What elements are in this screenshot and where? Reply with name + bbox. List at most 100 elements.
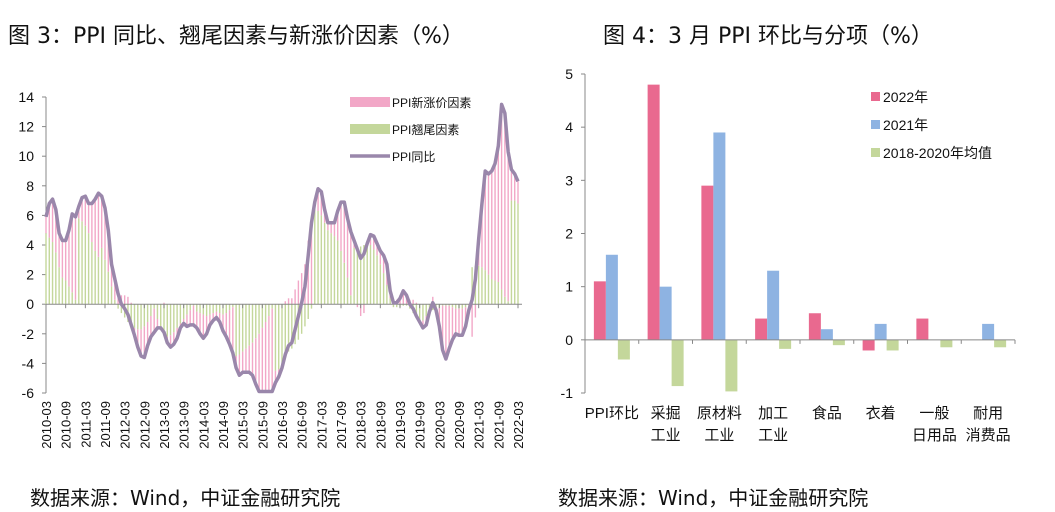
bar-2 — [725, 339, 738, 392]
carryover-bar — [232, 304, 234, 308]
new-factor-bar — [64, 240, 67, 281]
carryover-bar — [373, 249, 375, 305]
y-tick-label: 4 — [26, 237, 34, 253]
new-factor-bar — [333, 222, 336, 237]
carryover-bar — [333, 236, 336, 305]
new-factor-bar — [127, 296, 129, 305]
new-factor-bar — [245, 348, 247, 373]
carryover-bar — [179, 304, 182, 324]
bar-0 — [647, 84, 660, 340]
carryover-bar — [97, 256, 100, 305]
carryover-bar — [258, 304, 260, 334]
carryover-bar — [245, 304, 247, 349]
carryover-bar — [176, 304, 178, 328]
carryover-bar — [133, 304, 136, 328]
carryover-bar — [445, 304, 447, 306]
left-source-note: 数据来源：Wind，中证金融研究院 — [30, 486, 341, 510]
new-factor-bar — [346, 218, 349, 278]
new-factor-bar — [373, 236, 375, 250]
carryover-bar — [477, 265, 480, 305]
category-label: 食品 — [812, 405, 842, 422]
y-tick-label: 12 — [18, 119, 34, 135]
x-tick-label: 2022-03 — [511, 401, 526, 449]
new-factor-bar — [291, 298, 293, 305]
carryover-bar — [94, 250, 96, 305]
ppi-yoy-line — [44, 102, 520, 394]
new-factor-bar — [74, 216, 77, 300]
carryover-bar — [130, 304, 132, 327]
new-factor-bar — [228, 310, 231, 345]
carryover-bar — [255, 304, 257, 339]
new-factor-bar — [517, 181, 519, 204]
new-factor-bar — [104, 208, 106, 260]
new-factor-bar — [130, 302, 132, 305]
category-label: 消费品 — [966, 427, 1011, 444]
carryover-bar — [517, 203, 519, 305]
new-factor-bar — [445, 305, 447, 359]
y-tick-label: -2 — [22, 326, 35, 342]
new-factor-bar — [320, 191, 323, 216]
bar-0 — [916, 318, 929, 340]
bar-0 — [808, 313, 821, 340]
new-factor-bar — [114, 279, 116, 300]
new-factor-bar — [150, 316, 152, 337]
new-factor-bar — [163, 302, 165, 305]
new-factor-bar — [487, 173, 490, 275]
x-tick-label: 2018-03 — [354, 401, 369, 449]
carryover-bar — [307, 304, 309, 319]
carryover-bar — [117, 304, 119, 309]
carryover-bar — [114, 299, 116, 305]
bar-2 — [671, 339, 684, 387]
new-factor-bar — [238, 354, 241, 376]
carryover-bar — [304, 304, 306, 327]
category-label: PPI环比 — [585, 405, 639, 422]
bar-1 — [982, 323, 995, 340]
new-factor-bar — [215, 311, 218, 318]
new-factor-bar — [422, 320, 424, 328]
carryover-bar — [461, 304, 463, 309]
carryover-bar — [87, 233, 90, 305]
carryover-bar — [222, 304, 224, 315]
legend-swatch-carryover — [350, 124, 390, 134]
category-label: 工业 — [758, 427, 788, 444]
carryover-bar — [504, 296, 506, 305]
new-factor-bar — [222, 314, 224, 331]
bar-0 — [701, 185, 714, 340]
new-factor-bar — [317, 188, 319, 211]
legend-swatch — [871, 148, 880, 157]
new-factor-bar — [123, 295, 126, 305]
bar-1 — [713, 132, 726, 340]
carryover-bar — [405, 304, 408, 306]
y-tick-label: 14 — [18, 89, 34, 105]
carryover-bar — [284, 304, 286, 358]
new-factor-bar — [297, 280, 300, 305]
x-tick-label: 2011-03 — [78, 401, 93, 448]
new-factor-bar — [441, 305, 444, 351]
new-factor-bar — [310, 218, 313, 305]
carryover-bar — [389, 298, 391, 305]
x-tick-label: 2012-09 — [137, 401, 152, 449]
legend-label-new-factor: PPI新涨价因素 — [392, 95, 471, 110]
new-factor-bar — [212, 313, 214, 321]
new-factor-bar — [471, 304, 473, 337]
bar-0 — [862, 339, 875, 351]
x-tick-label: 2014-03 — [196, 401, 211, 449]
new-factor-bar — [101, 196, 103, 248]
new-factor-bar — [107, 230, 109, 272]
carryover-bar — [418, 304, 421, 321]
x-tick-label: 2017-09 — [334, 401, 349, 449]
new-factor-bar — [71, 213, 73, 293]
new-factor-bar — [51, 199, 54, 243]
carryover-bar — [104, 259, 106, 305]
carryover-bar — [238, 304, 241, 355]
new-factor-bar — [91, 203, 93, 243]
carryover-bar — [376, 255, 378, 305]
category-label: 日用品 — [912, 427, 957, 444]
new-factor-bar — [199, 313, 201, 334]
new-factor-bar — [500, 104, 503, 290]
carryover-bar — [61, 277, 64, 305]
legend-label: 2022年 — [883, 89, 928, 105]
new-factor-bar — [192, 305, 195, 325]
x-tick-label: 2021-09 — [491, 401, 506, 449]
